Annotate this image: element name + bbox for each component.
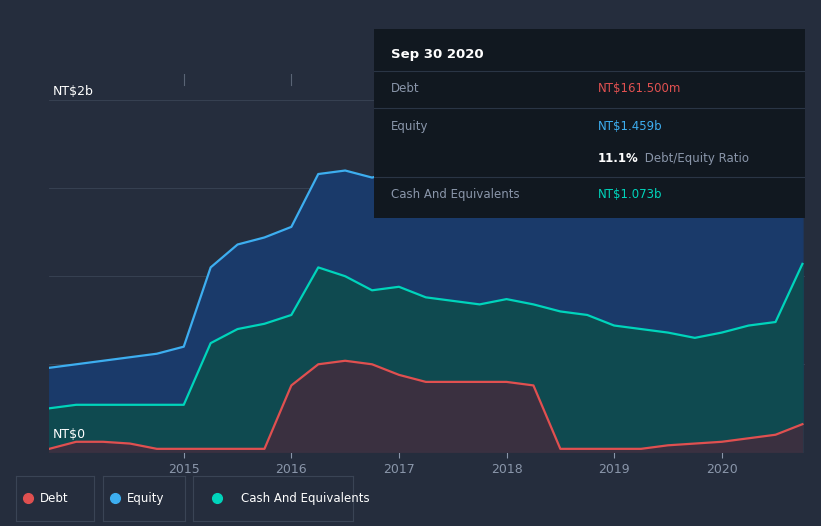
Text: NT$1.073b: NT$1.073b [598, 188, 663, 201]
Text: NT$0: NT$0 [53, 428, 86, 441]
Text: Debt: Debt [391, 82, 420, 95]
Text: Cash And Equivalents: Cash And Equivalents [391, 188, 520, 201]
Text: Debt/Equity Ratio: Debt/Equity Ratio [641, 152, 749, 165]
Text: NT$1.459b: NT$1.459b [598, 120, 663, 133]
Text: Equity: Equity [391, 120, 429, 133]
Text: Sep 30 2020: Sep 30 2020 [391, 48, 484, 61]
Text: NT$2b: NT$2b [53, 85, 94, 98]
Text: 11.1%: 11.1% [598, 152, 639, 165]
Text: Equity: Equity [127, 492, 165, 505]
Text: NT$161.500m: NT$161.500m [598, 82, 681, 95]
Text: Cash And Equivalents: Cash And Equivalents [241, 492, 369, 505]
Text: Debt: Debt [40, 492, 68, 505]
